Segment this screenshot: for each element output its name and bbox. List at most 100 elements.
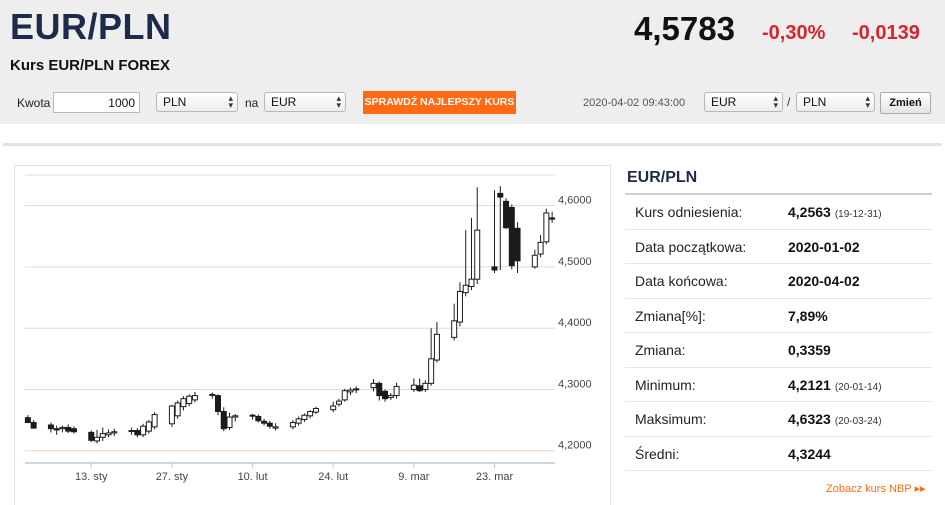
candle-body [393, 385, 400, 397]
pair-right-select[interactable]: PLN ▴ ▾ [796, 92, 875, 112]
nbp-rate-link[interactable]: Zobacz kurs NBP ▸▸ [826, 483, 926, 495]
stats-row: Kurs odniesienia: 4,2563 (19-12-31) [625, 195, 932, 230]
candle-body [537, 241, 544, 255]
candle-body [508, 206, 515, 267]
candle-body [543, 212, 550, 243]
candle-body [301, 414, 308, 420]
stats-value: 7,89% [788, 308, 828, 324]
candle-body [370, 382, 377, 389]
candle-body [514, 227, 521, 262]
candle-body [382, 390, 389, 400]
candle-body [422, 382, 429, 390]
candle-body [70, 428, 77, 433]
candle-body [307, 411, 314, 417]
stats-note: (19-12-31) [834, 209, 882, 220]
stats-label: Minimum: [635, 376, 696, 393]
candle-body [214, 395, 221, 413]
select-arrows-icon: ▴ ▾ [773, 93, 778, 110]
candle-body [24, 417, 31, 424]
candle-body [491, 266, 498, 271]
candle-body [295, 418, 302, 424]
candle-body [99, 433, 106, 438]
candle-body [468, 278, 475, 288]
candle-body [180, 398, 187, 408]
stats-value-text: 7,89% [788, 307, 828, 324]
candle-body [47, 424, 54, 430]
candle-body [531, 254, 538, 268]
y-tick-label: 4,3000 [558, 378, 592, 390]
stats-label: Średni: [635, 445, 680, 462]
candle-body [456, 290, 463, 323]
stats-row: Minimum: 4,2121 (20-01-14) [625, 368, 932, 402]
candle-body [220, 411, 227, 430]
candle-body [376, 382, 383, 397]
stats-value-text: 4,2121 [788, 376, 831, 393]
x-tick-label: 24. lut [318, 471, 348, 483]
select-arrows-icon: ▴ ▾ [865, 93, 870, 110]
candle-body [140, 425, 147, 436]
x-tick-label: 9. mar [398, 471, 430, 483]
from-currency-select[interactable]: PLN ▴ ▾ [156, 92, 238, 112]
stats-value: 2020-04-02 [788, 273, 860, 289]
stats-note: (20-03-24) [834, 416, 882, 427]
change-percent: -0,30% [762, 22, 826, 44]
stats-value-text: 4,6323 [788, 411, 831, 427]
candle-body [312, 407, 319, 413]
stats-title: EUR/PLN [625, 165, 932, 195]
y-tick-label: 4,6000 [558, 195, 592, 207]
x-tick-label: 27. sty [156, 471, 189, 483]
candle-body [134, 430, 141, 436]
candle-body [255, 415, 262, 422]
change-pair-button[interactable]: Zmień [880, 92, 931, 114]
candle-body [549, 217, 556, 220]
candle-body [451, 320, 458, 338]
select-arrows-icon: ▴ ▾ [228, 93, 233, 110]
x-tick-label: 10. lut [238, 471, 268, 483]
candle-body [347, 389, 354, 393]
stats-value-text: 2020-04-02 [788, 273, 860, 289]
y-tick-label: 4,2000 [558, 440, 592, 452]
candle-body [168, 405, 175, 425]
stats-panel: EUR/PLN Kurs odniesienia: 4,2563 (19-12-31… [625, 165, 932, 471]
amount-input[interactable] [53, 92, 140, 113]
stats-value: 4,2563 (19-12-31) [788, 204, 882, 220]
candle-body [226, 416, 233, 428]
candle-body [59, 426, 66, 430]
pair-right-value: PLN [803, 95, 827, 109]
from-currency-value: PLN [163, 95, 187, 109]
pair-title: EUR/PLN [10, 6, 172, 47]
stats-row: Maksimum: 4,6323 (20-03-24) [625, 402, 932, 437]
stats-value: 4,2121 (20-01-14) [788, 377, 882, 393]
candle-body [335, 400, 342, 405]
to-currency-value: EUR [271, 95, 297, 109]
candle-body [410, 384, 417, 390]
stats-row: Data początkowa: 2020-01-02 [625, 230, 932, 264]
candle-body [289, 422, 296, 428]
candle-body [266, 422, 273, 427]
stats-table: Kurs odniesienia: 4,2563 (19-12-31) Data po… [625, 195, 932, 471]
candle-body [416, 385, 423, 392]
best-rate-button[interactable]: SPRAWDŹ NAJLEPSZY KURS [363, 91, 516, 114]
pair-left-value: EUR [711, 95, 737, 109]
stats-value: 4,6323 (20-03-24) [788, 411, 882, 427]
pair-subtitle: Kurs EUR/PLN FOREX [10, 57, 171, 74]
candle-body [497, 192, 504, 198]
to-currency-select[interactable]: EUR ▴ ▾ [264, 92, 346, 112]
stats-note: (20-01-14) [834, 381, 882, 393]
y-tick-label: 4,4000 [558, 317, 592, 329]
candle-body [330, 405, 337, 411]
pair-separator: / [787, 95, 791, 109]
candle-body [191, 395, 198, 401]
candle-body [353, 388, 360, 391]
candle-body [272, 426, 279, 429]
stats-label: Zmiana[%]: [635, 307, 706, 324]
stats-value: 0,3359 [788, 342, 831, 358]
change-absolute: -0,0139 [852, 22, 920, 44]
stats-label: Maksimum: [635, 411, 707, 427]
candle-body [433, 333, 440, 361]
quote-datetime: 2020-04-02 09:43:00 [583, 97, 686, 109]
candle-body [428, 358, 435, 384]
stats-label: Zmiana: [635, 342, 686, 358]
pair-left-select[interactable]: EUR ▴ ▾ [704, 92, 783, 112]
stats-row: Data końcowa: 2020-04-02 [625, 264, 932, 299]
